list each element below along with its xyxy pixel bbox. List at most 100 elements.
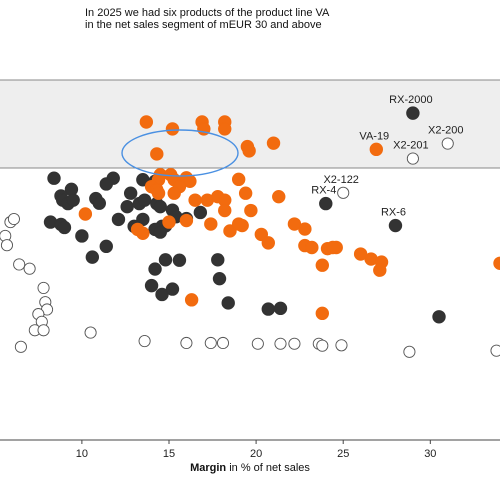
orange-data-point <box>298 222 312 236</box>
open-data-point <box>288 337 301 350</box>
orange-data-point <box>244 203 258 218</box>
orange-data-point <box>184 293 199 307</box>
orange-data-point <box>231 217 246 231</box>
orange-data-point <box>165 122 180 136</box>
dark-data-point <box>99 177 113 191</box>
orange-data-point <box>78 207 93 221</box>
open-data-point <box>316 339 329 352</box>
dark-data-point <box>148 262 162 276</box>
open-data-point <box>274 337 287 350</box>
dark-data-point <box>155 287 169 302</box>
orange-data-point <box>272 189 286 204</box>
orange-data-point <box>242 144 256 158</box>
orange-data-point <box>369 142 384 157</box>
open-data-point <box>406 152 419 165</box>
dark-data-point <box>406 106 420 120</box>
orange-data-point <box>188 193 202 207</box>
point-label: X2-122 <box>323 174 358 186</box>
orange-data-point <box>493 256 500 270</box>
dark-data-point <box>111 212 126 227</box>
dark-data-point <box>212 271 227 286</box>
open-data-point <box>251 337 264 350</box>
open-data-point <box>138 335 151 348</box>
x-tick-label: 20 <box>250 448 262 460</box>
orange-data-point <box>218 122 232 136</box>
open-data-point <box>0 239 14 252</box>
dark-data-point <box>120 199 134 214</box>
x-tick-label: 25 <box>337 448 349 460</box>
dark-data-point <box>66 193 80 207</box>
dark-data-point <box>273 301 288 316</box>
dark-data-point <box>153 199 167 214</box>
dark-data-point <box>57 220 72 235</box>
open-data-point <box>7 212 20 226</box>
x-axis-title-rest: in % of net sales <box>226 462 310 474</box>
point-label: VA-19 <box>359 130 389 142</box>
dark-data-point <box>158 253 173 267</box>
orange-data-point <box>373 263 387 277</box>
orange-data-point <box>305 240 319 255</box>
orange-data-point <box>261 236 275 250</box>
orange-data-point <box>151 186 166 200</box>
open-data-point <box>335 339 348 352</box>
chart-title: In 2025 we had six products of the produ… <box>85 7 485 31</box>
point-label: RX-6 <box>381 207 406 219</box>
dark-data-point <box>432 310 446 324</box>
point-label: X2-200 <box>428 125 463 137</box>
x-tick-label: 15 <box>163 448 175 460</box>
dark-data-point <box>85 250 100 264</box>
open-data-point <box>84 326 97 339</box>
dark-data-point <box>211 253 225 267</box>
open-data-point <box>490 344 500 357</box>
point-label: RX-4 <box>311 185 336 197</box>
open-data-point <box>23 262 36 275</box>
title-line-2: in the net sales segment of mEUR 30 and … <box>85 19 322 31</box>
point-label: X2-201 <box>393 140 428 152</box>
dark-data-point <box>99 239 113 254</box>
highlight-ellipse <box>121 129 239 177</box>
orange-data-point <box>315 258 329 272</box>
open-data-point <box>14 340 27 353</box>
orange-data-point <box>326 240 340 255</box>
orange-data-point <box>167 186 181 200</box>
dark-data-point <box>165 282 180 296</box>
point-label: RX-2000 <box>389 94 432 106</box>
dark-data-point <box>123 186 138 200</box>
orange-data-point <box>266 136 281 150</box>
dark-data-point <box>92 196 107 210</box>
orange-data-point <box>238 186 253 200</box>
open-data-point <box>216 336 230 350</box>
open-data-point <box>37 324 50 337</box>
x-axis-title: Margin in % of net sales <box>0 462 500 474</box>
dark-data-point <box>47 171 61 185</box>
orange-data-point <box>136 226 150 240</box>
open-data-point <box>441 137 454 150</box>
x-tick-label: 30 <box>424 448 436 460</box>
open-data-point <box>403 345 416 358</box>
dark-data-point <box>137 193 152 207</box>
orange-data-point <box>150 147 164 161</box>
orange-data-point <box>139 115 154 129</box>
open-data-point <box>37 281 50 294</box>
dark-data-point <box>153 225 167 239</box>
dark-data-point <box>261 302 275 316</box>
open-data-point <box>180 336 193 350</box>
orange-data-point <box>179 213 194 228</box>
orange-data-point <box>204 217 218 231</box>
dark-data-point <box>144 278 159 293</box>
x-axis-title-bold: Margin <box>190 462 227 474</box>
open-data-point <box>204 336 217 350</box>
dark-data-point <box>319 196 333 211</box>
title-line-1: In 2025 we had six products of the produ… <box>85 7 330 19</box>
open-data-point <box>337 186 350 199</box>
dark-data-point <box>172 253 187 267</box>
orange-data-point <box>218 203 232 218</box>
dark-data-point <box>193 205 208 220</box>
orange-data-point <box>223 224 237 238</box>
orange-data-point <box>231 172 246 187</box>
orange-data-point <box>315 306 329 321</box>
dark-data-point <box>388 218 403 233</box>
dark-data-point <box>75 229 89 243</box>
open-data-point <box>13 258 26 271</box>
